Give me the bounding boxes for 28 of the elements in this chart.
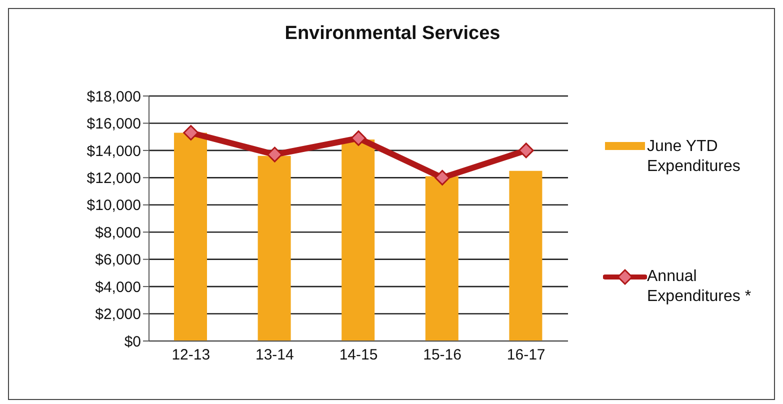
point (183, 125, 199, 140)
legend-label: June YTD Expenditures (647, 137, 742, 177)
bar (342, 140, 375, 341)
y-tick-label: $4,000 (95, 278, 141, 296)
bar (174, 132, 207, 341)
legend-label: Annual Expenditures * (647, 267, 752, 307)
x-tick-label: 13-14 (256, 346, 294, 364)
point (266, 146, 282, 162)
y-tick-label: $16,000 (86, 116, 141, 133)
x-tick-label: 14-15 (339, 346, 378, 364)
y-tick-label: $14,000 (86, 142, 141, 160)
bar (509, 170, 542, 341)
bar (425, 176, 458, 341)
y-tick-label: $12,000 (86, 170, 141, 187)
point (434, 170, 450, 186)
y-tick-label: $18,000 (86, 88, 141, 106)
point (518, 142, 534, 158)
y-tick-label: $8,000 (95, 224, 141, 242)
y-tick-label: $10,000 (86, 197, 141, 214)
y-tick-label: $6,000 (95, 252, 141, 269)
y-tick-label: $0 (124, 333, 141, 350)
point (350, 130, 366, 146)
bar (258, 156, 291, 341)
x-tick-label: 12-13 (172, 346, 210, 364)
x-tick-label: 16-17 (506, 346, 546, 364)
x-tick-label: 15-16 (423, 346, 462, 364)
chart-title: Environmental Services (284, 23, 502, 45)
y-tick-label: $2,000 (95, 306, 141, 324)
